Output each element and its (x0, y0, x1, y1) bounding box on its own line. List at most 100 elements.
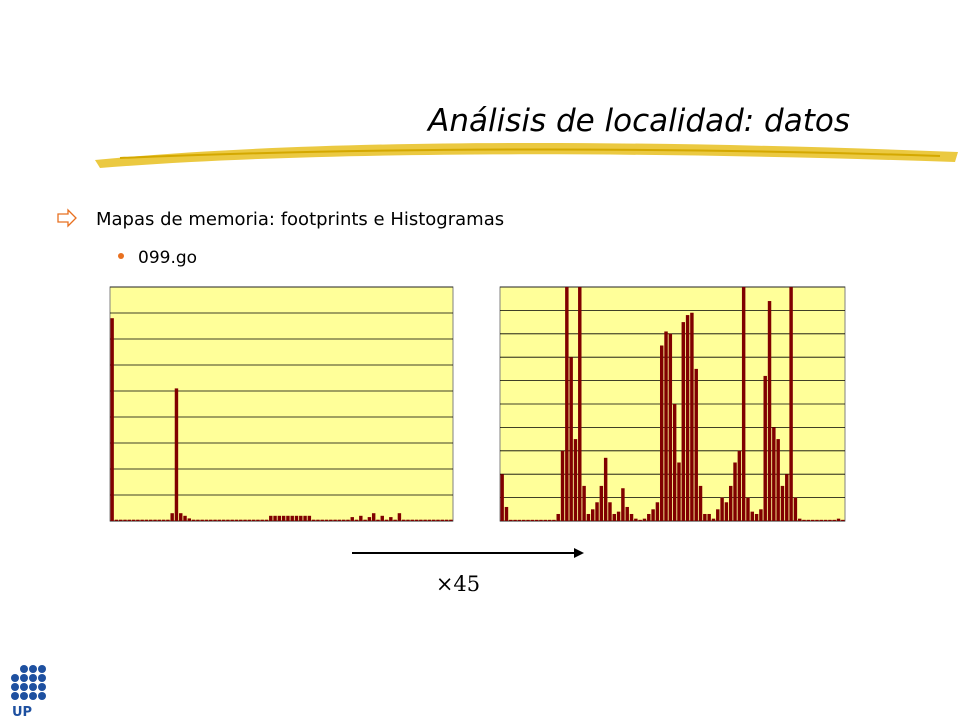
bar (793, 497, 798, 521)
sub-bullet-text: 099.go (138, 248, 197, 268)
bar (294, 515, 299, 521)
bar (526, 519, 530, 521)
bar (239, 519, 243, 521)
bar (149, 519, 153, 521)
bar (419, 519, 423, 521)
bar (599, 485, 604, 521)
bar (578, 287, 582, 521)
bar (187, 518, 192, 521)
bar (698, 485, 703, 521)
bar (556, 513, 560, 521)
bar (204, 519, 209, 521)
bar (170, 513, 174, 521)
bar (389, 517, 393, 521)
bar (616, 511, 621, 521)
bar (672, 404, 677, 521)
bar (127, 519, 132, 521)
bar (299, 515, 303, 521)
logo-text: UP (12, 705, 32, 720)
bar (750, 511, 755, 521)
logo (11, 665, 46, 700)
bar (363, 519, 367, 521)
bar (200, 519, 204, 521)
logo-dot (38, 665, 46, 673)
logo-dot (20, 665, 28, 673)
bar (243, 519, 247, 521)
bar (329, 519, 333, 521)
bar (823, 519, 828, 521)
bar (393, 519, 397, 521)
bar (251, 519, 256, 521)
bar (625, 506, 629, 521)
bar (371, 513, 376, 521)
bar (277, 515, 282, 521)
logo-dot (38, 674, 46, 682)
bar (716, 509, 720, 521)
bar (767, 301, 772, 521)
bar (440, 519, 444, 521)
bar (836, 518, 841, 521)
bar (221, 519, 226, 521)
bar (521, 519, 526, 521)
bar (354, 519, 359, 521)
bar (530, 519, 535, 521)
bar (621, 488, 625, 521)
bar (504, 506, 509, 521)
bar (810, 519, 815, 521)
bar (759, 509, 763, 521)
bar (131, 519, 136, 521)
bar (772, 427, 776, 521)
bar (161, 519, 166, 521)
bar (316, 519, 320, 521)
title-underline (95, 142, 958, 168)
bar (196, 519, 200, 521)
bar (634, 518, 638, 521)
bar (586, 513, 591, 521)
bar (269, 515, 273, 521)
bar (256, 519, 260, 521)
bar (423, 519, 427, 521)
plot-area (109, 286, 454, 522)
bar (444, 519, 449, 521)
bar (320, 519, 324, 521)
bar (595, 502, 599, 521)
bar (565, 287, 569, 521)
bar (427, 519, 432, 521)
bullet-text: Mapas de memoria: footprints e Histogram… (96, 209, 504, 230)
bar (603, 457, 608, 521)
bar (260, 519, 264, 521)
bar (552, 519, 556, 521)
bar (832, 519, 836, 521)
bar (346, 519, 350, 521)
bar (217, 519, 222, 521)
bar (384, 519, 389, 521)
bar (694, 368, 698, 521)
bar (569, 357, 573, 521)
bar (746, 497, 750, 521)
bar (110, 318, 114, 521)
bar (509, 519, 513, 521)
bar (780, 485, 785, 521)
bar (668, 333, 673, 521)
logo-dot (38, 683, 46, 691)
bar (590, 509, 595, 521)
bar (685, 315, 690, 521)
logo-dot (29, 674, 37, 682)
bar (119, 519, 123, 521)
bar (659, 345, 664, 521)
bar (513, 519, 517, 521)
bar (123, 519, 127, 521)
bar (608, 502, 612, 521)
bar (247, 519, 252, 521)
bar (815, 519, 819, 521)
logo-dot (29, 665, 37, 673)
bar (651, 509, 655, 521)
bar (754, 513, 759, 521)
bar (341, 519, 346, 521)
bar (376, 519, 380, 521)
bar (741, 287, 746, 521)
bar (367, 517, 372, 521)
bar (431, 519, 436, 521)
bar (547, 519, 552, 521)
